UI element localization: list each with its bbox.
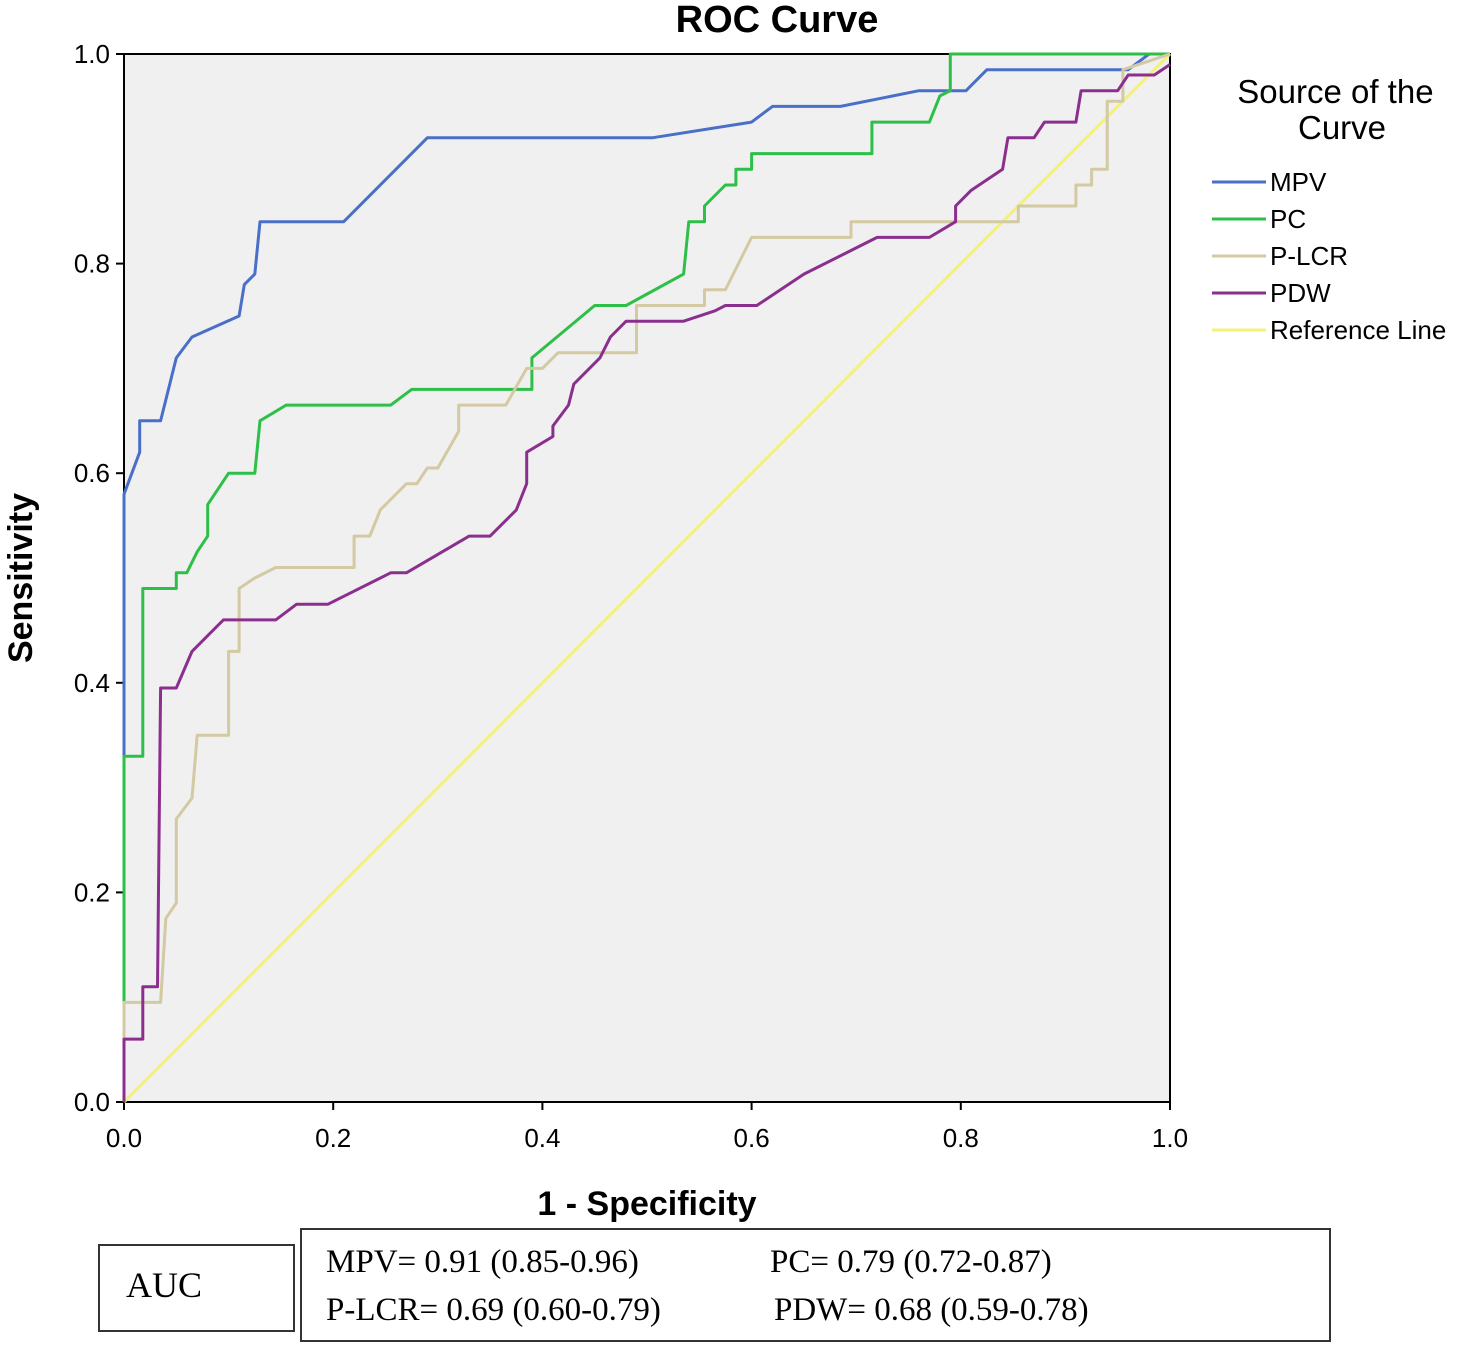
x-tick-label: 0.2 [315, 1123, 351, 1153]
roc-chart: ROC Curve 0.0 0.2 0.4 0.6 0.8 1.0 0.00.20.40.… [2, 0, 1446, 1223]
x-axis-title: 1 - Specificity [537, 1185, 756, 1223]
legend: MPV PC P-LCR PDW Reference Line [1212, 167, 1446, 345]
legend-label-mpv: MPV [1270, 167, 1327, 197]
series-line-pdw [122, 63, 1171, 1102]
y-tick-label: 0.2 [74, 877, 110, 907]
auc-plcr: P-LCR= 0.69 (0.60-0.79) [326, 1292, 661, 1328]
auc-pc: PC= 0.79 (0.72-0.87) [770, 1244, 1052, 1280]
y-tick-label: 0.6 [74, 458, 110, 488]
legend-title-line1: Source of the [1237, 73, 1433, 110]
series-line-p-lcr [122, 52, 1171, 1102]
legend-label-pdw: PDW [1270, 278, 1331, 308]
auc-mpv: MPV= 0.91 (0.85-0.96) [326, 1244, 639, 1280]
auc-label: AUC [126, 1265, 203, 1305]
y-tick-label: 0.4 [74, 668, 110, 698]
x-axis-ticks: 0.0 0.2 0.4 0.6 0.8 1.0 [106, 1102, 1188, 1153]
y-tick-label: 1.0 [74, 39, 110, 69]
y-axis-ticks: 0.0 0.2 0.4 0.6 0.8 1.0 [74, 39, 124, 1117]
x-tick-label: 0.4 [524, 1123, 560, 1153]
legend-label-pc: PC [1270, 204, 1306, 234]
series-line-reference-line [122, 52, 1172, 1104]
legend-label-reference-line: Reference Line [1270, 315, 1446, 345]
x-tick-label: 1.0 [1152, 1123, 1188, 1153]
auc-values-box: MPV= 0.91 (0.85-0.96) PC= 0.79 (0.72-0.8… [300, 1228, 1331, 1342]
y-tick-label: 0.0 [74, 1087, 110, 1117]
legend-title-line2: Curve [1298, 109, 1386, 146]
x-tick-label: 0.0 [106, 1123, 142, 1153]
chart-title: ROC Curve [676, 0, 879, 41]
legend-title: Source of the Curve [1237, 73, 1442, 146]
series-line-pc [122, 52, 1170, 1102]
series-line-mpv [122, 52, 1170, 1102]
x-tick-label: 0.6 [734, 1123, 770, 1153]
y-tick-label: 0.8 [74, 249, 110, 279]
legend-label-p-lcr: P-LCR [1270, 241, 1348, 271]
series-layer [122, 52, 1172, 1104]
y-axis-title: Sensitivity [2, 493, 40, 663]
auc-pdw: PDW= 0.68 (0.59-0.78) [774, 1292, 1089, 1328]
x-tick-label: 0.8 [943, 1123, 979, 1153]
auc-label-box: AUC [98, 1244, 295, 1332]
